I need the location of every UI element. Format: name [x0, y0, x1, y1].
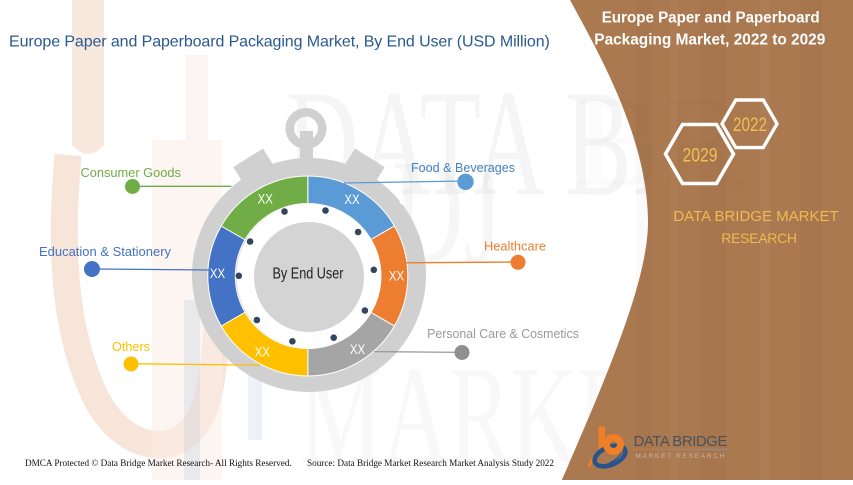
svg-text:2029: 2029 [683, 146, 718, 167]
svg-text:XX: XX [210, 266, 225, 281]
svg-text:DMCA Protected © Data Bridge M: DMCA Protected © Data Bridge Market Rese… [25, 458, 292, 468]
svg-text:By End User: By End User [273, 266, 344, 283]
svg-text:MARKET RESEARCH: MARKET RESEARCH [636, 453, 727, 460]
svg-text:RESEARCH: RESEARCH [721, 230, 796, 246]
svg-text:Education & Stationery: Education & Stationery [39, 244, 171, 259]
svg-text:Packaging Market, 2022 to 2029: Packaging Market, 2022 to 2029 [594, 32, 825, 49]
svg-text:c: c [446, 192, 454, 209]
svg-text:Europe Paper and Paperboard Pa: Europe Paper and Paperboard Packaging Ma… [9, 34, 550, 51]
svg-text:Europe Paper and Paperboard: Europe Paper and Paperboard [602, 9, 820, 26]
svg-text:XX: XX [350, 342, 365, 357]
svg-text:XX: XX [255, 345, 270, 360]
svg-text:2022: 2022 [733, 115, 767, 136]
svg-text:Others: Others [112, 339, 150, 354]
svg-text:0%: 0% [415, 210, 437, 227]
svg-text:XX: XX [258, 192, 273, 207]
svg-text:Healthcare: Healthcare [484, 239, 546, 254]
svg-text:a: a [418, 192, 427, 209]
svg-text:c: c [399, 192, 407, 209]
svg-text:DATA BRIDGE: DATA BRIDGE [634, 433, 728, 450]
svg-text:DATA BRIDGE MARKET: DATA BRIDGE MARKET [673, 208, 838, 225]
svg-text:Food & Beverages: Food & Beverages [411, 160, 515, 175]
svg-text:Personal Care & Cosmetics: Personal Care & Cosmetics [427, 326, 579, 341]
svg-text:XX: XX [389, 269, 404, 284]
svg-text:Source: Data Bridge Market Res: Source: Data Bridge Market Research Mark… [307, 458, 554, 468]
svg-text:Consumer Goods: Consumer Goods [80, 165, 181, 180]
svg-text:XX: XX [344, 192, 359, 207]
